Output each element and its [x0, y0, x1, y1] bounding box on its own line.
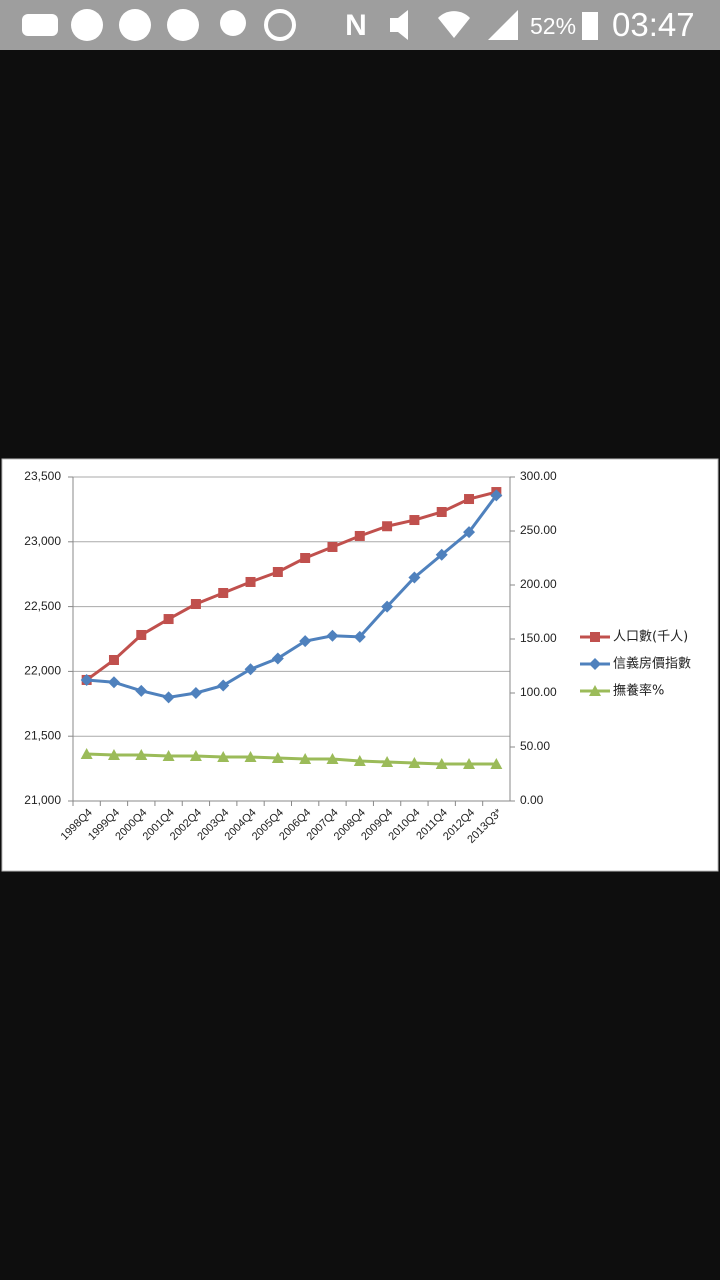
marker — [382, 521, 393, 532]
marker — [463, 757, 476, 769]
marker — [271, 752, 284, 764]
legend-label: 人口數(千人) — [613, 630, 688, 645]
marker — [163, 614, 174, 625]
marker — [381, 756, 394, 768]
marker — [490, 757, 503, 769]
y-tick-label: 23,500 — [24, 469, 61, 483]
marker — [80, 748, 93, 760]
y2-tick-label: 250.00 — [520, 523, 557, 537]
battery-level: 52% — [530, 13, 577, 39]
marker — [245, 576, 256, 587]
marker — [244, 751, 257, 763]
legend-label: 信義房價指數 — [613, 656, 691, 672]
clock: 03:47 — [612, 6, 695, 43]
marker — [299, 635, 312, 648]
y-tick-label: 21,000 — [24, 793, 61, 807]
message-icon — [22, 14, 58, 36]
marker — [409, 515, 420, 526]
marker — [190, 599, 201, 610]
series-line — [86, 752, 497, 766]
marker — [490, 489, 503, 502]
marker — [272, 566, 283, 577]
marker — [107, 748, 120, 760]
marker — [408, 571, 421, 584]
y-tick-label: 23,000 — [24, 534, 61, 548]
marker — [135, 748, 148, 760]
marker — [135, 684, 148, 697]
music-icon — [71, 9, 103, 41]
y2-tick-label: 0.00 — [520, 793, 544, 807]
y-tick-label: 22,000 — [24, 664, 61, 678]
y2-tick-label: 50.00 — [520, 739, 550, 753]
marker — [108, 654, 119, 665]
sync-icon — [264, 9, 296, 41]
marker — [590, 632, 600, 642]
marker — [408, 756, 421, 768]
marker — [300, 553, 311, 563]
marker — [271, 652, 284, 665]
marker — [189, 749, 202, 761]
marker — [80, 674, 93, 687]
marker — [136, 629, 147, 640]
marker — [327, 541, 338, 552]
y2-tick-label: 300.00 — [520, 469, 557, 483]
marker — [107, 676, 120, 689]
marker — [381, 600, 394, 613]
series-line — [86, 494, 498, 699]
marker — [589, 658, 601, 670]
marker — [189, 687, 202, 699]
marker — [326, 629, 339, 642]
y2-tick-label: 100.00 — [520, 685, 557, 699]
marker — [589, 685, 601, 696]
music-icon — [119, 9, 151, 41]
marker — [463, 526, 476, 539]
y-tick-label: 22,500 — [24, 599, 61, 613]
marker — [217, 679, 230, 692]
marker — [353, 755, 366, 767]
status-bar: N 52% 03:47 — [0, 0, 720, 50]
marker — [436, 506, 447, 517]
marker — [326, 752, 339, 764]
marker — [435, 548, 448, 561]
marker — [435, 757, 448, 769]
y2-tick-label: 150.00 — [520, 631, 557, 645]
marker — [354, 530, 365, 541]
mute-icon — [390, 10, 408, 40]
y2-tick-label: 200.00 — [520, 577, 557, 591]
marker — [464, 494, 475, 505]
marker — [353, 630, 366, 643]
marker — [244, 663, 257, 676]
music-icon — [167, 9, 199, 41]
marker — [218, 587, 229, 598]
status-icons: N — [22, 9, 598, 42]
battery-icon — [582, 12, 598, 40]
nfc-icon: N — [345, 9, 367, 42]
wifi-icon — [438, 11, 470, 39]
series-line — [85, 490, 497, 682]
legend-label: 撫養率% — [613, 683, 664, 699]
chat-icon — [220, 10, 246, 36]
y-tick-label: 21,500 — [24, 728, 61, 742]
marker — [162, 691, 175, 704]
marker — [217, 751, 230, 763]
marker — [299, 752, 312, 764]
marker — [162, 749, 175, 761]
signal-icon — [488, 10, 518, 40]
chart: 21,000 21,500 22,000 22,500 23,000 23,500 0.00… — [1, 458, 719, 872]
